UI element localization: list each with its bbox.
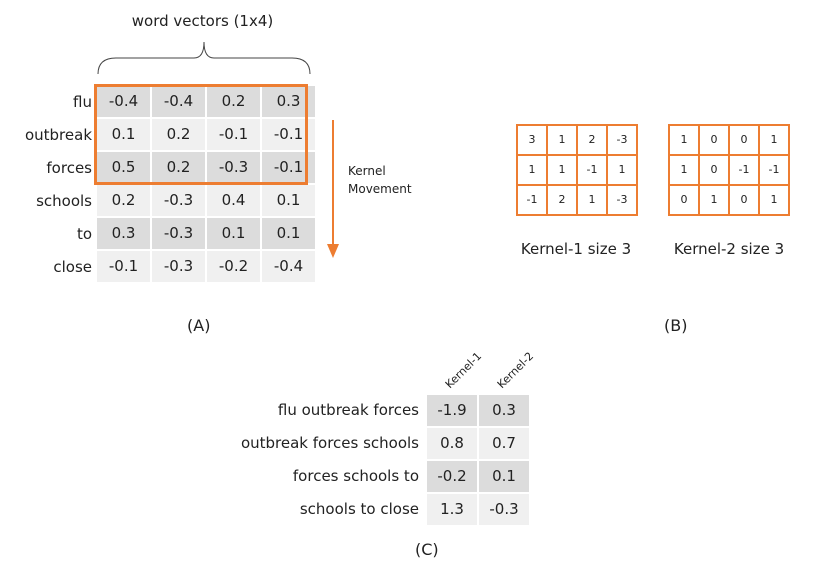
kernel-cell: 1 — [670, 156, 698, 184]
output-cell: 0.7 — [479, 428, 529, 459]
word-vectors-title: word vectors (1x4) — [131, 12, 274, 30]
kernel-cell: 3 — [518, 126, 546, 154]
trigram-label: schools to close — [299, 500, 419, 518]
kernel-cell: 0 — [700, 156, 728, 184]
kernel-cell: 1 — [548, 126, 576, 154]
kernel-cell: -3 — [608, 186, 636, 214]
kernel-cell: 0 — [670, 186, 698, 214]
trigram-label: forces schools to — [292, 467, 419, 485]
output-cell: -0.3 — [479, 494, 529, 525]
vector-cell: 0.3 — [97, 218, 150, 249]
kernel-2-grid: 1 0 0 1 1 0 -1 -1 0 1 0 1 — [668, 124, 790, 216]
word-labels: flu outbreak forces schools to close — [0, 86, 92, 284]
kernel-cell: 2 — [578, 126, 606, 154]
output-cell: 0.8 — [427, 428, 477, 459]
table-row: outbreak forces schools 0.8 0.7 — [190, 428, 531, 461]
kernel-cell: -1 — [578, 156, 606, 184]
vector-cell: -0.2 — [207, 251, 260, 282]
table-row: forces schools to -0.2 0.1 — [190, 461, 531, 494]
vector-cell: -0.3 — [207, 152, 260, 183]
vector-cell: -0.3 — [152, 251, 205, 282]
output-cell: 0.1 — [479, 461, 529, 492]
vector-cell: 0.5 — [97, 152, 150, 183]
kernel-cell: -1 — [760, 156, 788, 184]
kernel-2-column-header: Kernel-2 — [494, 349, 537, 391]
table-row: schools to close 1.3 -0.3 — [190, 494, 531, 527]
output-cell: -1.9 — [427, 395, 477, 426]
kernel-cell: 0 — [730, 186, 758, 214]
vector-cell: -0.3 — [152, 218, 205, 249]
kernel-1-grid: 3 1 2 -3 1 1 -1 1 -1 2 1 -3 — [516, 124, 638, 216]
vector-cell: 0.2 — [152, 119, 205, 150]
vector-cell: 0.1 — [97, 119, 150, 150]
vector-cell: -0.4 — [152, 86, 205, 117]
vector-cell: 0.1 — [207, 218, 260, 249]
kernel-movement-label: Kernel Movement — [348, 164, 412, 196]
kernel-cell: -1 — [730, 156, 758, 184]
panel-a-label: (A) — [187, 316, 211, 335]
kernel-cell: 1 — [608, 156, 636, 184]
vector-cell: 0.2 — [207, 86, 260, 117]
output-cell: 1.3 — [427, 494, 477, 525]
vector-cell: -0.4 — [97, 86, 150, 117]
kernel-cell: 1 — [578, 186, 606, 214]
kernel-1-column-header: Kernel-1 — [442, 349, 485, 391]
vector-cell: 0.2 — [152, 152, 205, 183]
vector-cell: 0.2 — [97, 185, 150, 216]
feature-map-table: flu outbreak forces -1.9 0.3 outbreak fo… — [190, 395, 531, 527]
kernel-cell: -3 — [608, 126, 636, 154]
output-cell: 0.3 — [479, 395, 529, 426]
vector-cell: -0.1 — [207, 119, 260, 150]
trigram-label: flu outbreak forces — [277, 401, 419, 419]
vector-cell: -0.4 — [262, 251, 315, 282]
kernel-cell: 2 — [548, 186, 576, 214]
panel-c-label: (C) — [415, 540, 439, 559]
vector-cell: -0.1 — [97, 251, 150, 282]
kernel-cell: 1 — [760, 186, 788, 214]
arrow-down-icon — [327, 120, 339, 258]
output-cell: -0.2 — [427, 461, 477, 492]
kernel-1-label: Kernel-1 size 3 — [520, 240, 632, 258]
word-label: outbreak — [24, 126, 92, 144]
vector-cell: 0.4 — [207, 185, 260, 216]
kernel-cell: 1 — [548, 156, 576, 184]
vector-cell: 0.1 — [262, 185, 315, 216]
kernel-cell: 1 — [700, 186, 728, 214]
table-row: flu outbreak forces -1.9 0.3 — [190, 395, 531, 428]
word-label: close — [53, 258, 92, 276]
vector-cell: -0.3 — [152, 185, 205, 216]
word-label: forces — [46, 159, 92, 177]
panel-b-label: (B) — [664, 316, 688, 335]
word-label: flu — [73, 93, 92, 111]
kernel-2-label: Kernel-2 size 3 — [673, 240, 785, 258]
kernel-cell: 1 — [670, 126, 698, 154]
word-label: to — [76, 225, 92, 243]
kernel-cell: 1 — [760, 126, 788, 154]
word-label: schools — [36, 192, 92, 210]
word-vector-matrix: -0.4 -0.4 0.2 0.3 0.1 0.2 -0.1 -0.1 0.5 … — [97, 86, 315, 282]
kernel-cell: 0 — [700, 126, 728, 154]
kernel-cell: 1 — [518, 156, 546, 184]
kernel-window-highlight — [94, 84, 308, 185]
kernel-cell: 0 — [730, 126, 758, 154]
vector-cell: 0.1 — [262, 218, 315, 249]
kernel-cell: -1 — [518, 186, 546, 214]
trigram-label: outbreak forces schools — [240, 434, 419, 452]
brace-icon — [97, 41, 311, 75]
